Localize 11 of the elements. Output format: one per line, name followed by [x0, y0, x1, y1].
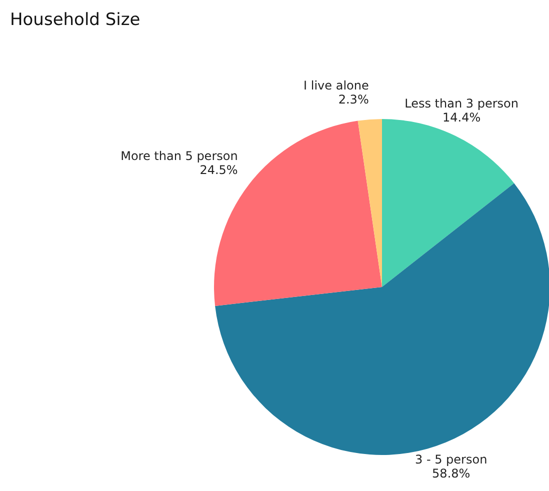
data-label: 24.5%: [200, 162, 238, 177]
chart-title: Household Size: [10, 10, 140, 30]
slice-label: More than 5 person: [120, 148, 238, 163]
slice-label: 3 - 5 person: [415, 452, 488, 466]
data-label: 14.4%: [442, 110, 481, 124]
data-label: 58.8%: [432, 466, 470, 480]
slice-label: Less than 3 person: [404, 96, 518, 110]
data-label: 2.3%: [338, 92, 369, 106]
pie-slice: [215, 183, 549, 455]
slice-label: I live alone: [304, 78, 369, 92]
pie-slice: [358, 119, 382, 287]
